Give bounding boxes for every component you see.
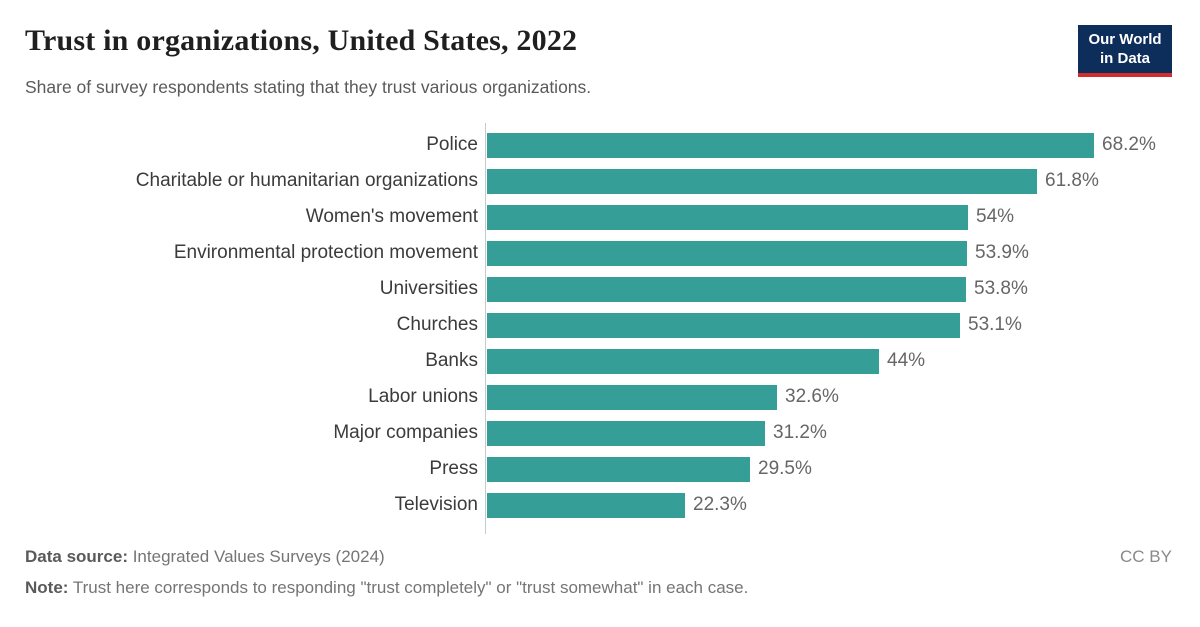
bar-label: Universities bbox=[379, 278, 478, 299]
y-axis-line bbox=[485, 123, 486, 534]
owid-logo-line2: in Data bbox=[1099, 50, 1150, 67]
bar-value: 29.5% bbox=[758, 458, 812, 479]
data-source-text: Integrated Values Surveys (2024) bbox=[127, 547, 385, 566]
bar-value: 68.2% bbox=[1102, 134, 1156, 155]
bar-label: Major companies bbox=[333, 422, 478, 443]
bar-value: 22.3% bbox=[693, 494, 747, 515]
bar-row: Television 22.3% bbox=[25, 487, 1156, 523]
bar-row: Charitable or humanitarian organizations… bbox=[25, 163, 1156, 199]
bar-label: Police bbox=[426, 134, 478, 155]
bar-row: Press 29.5% bbox=[25, 451, 1156, 487]
owid-logo-line1: Our World bbox=[1088, 31, 1162, 48]
bar[interactable] bbox=[487, 168, 1037, 194]
chart-subtitle: Share of survey respondents stating that… bbox=[25, 77, 592, 97]
bar-value: 44% bbox=[887, 350, 926, 371]
note-label: Note: bbox=[25, 578, 69, 597]
data-source-label: Data source: bbox=[25, 547, 128, 566]
bar-label: Charitable or humanitarian organizations bbox=[135, 170, 478, 191]
chart-footer: Data source: Integrated Values Surveys (… bbox=[25, 547, 1172, 598]
bar-value: 53.8% bbox=[974, 278, 1028, 299]
bar[interactable] bbox=[487, 456, 750, 482]
bar[interactable] bbox=[487, 348, 879, 374]
bar-label: Environmental protection movement bbox=[173, 242, 478, 263]
bar-label: Churches bbox=[396, 314, 478, 335]
bar-row: Women's movement 54% bbox=[25, 199, 1156, 235]
page-title: Trust in organizations, United States, 2… bbox=[25, 24, 578, 57]
bar[interactable] bbox=[487, 132, 1094, 158]
bar-value: 61.8% bbox=[1045, 170, 1099, 191]
bar-row: Churches 53.1% bbox=[25, 307, 1156, 343]
bar-row: Universities 53.8% bbox=[25, 271, 1156, 307]
bar[interactable] bbox=[487, 204, 968, 230]
bar-label: Television bbox=[394, 494, 478, 515]
bar-label: Press bbox=[429, 458, 478, 479]
bar[interactable] bbox=[487, 420, 765, 446]
bar-value: 54% bbox=[976, 206, 1015, 227]
owid-logo[interactable]: Our World in Data bbox=[1078, 25, 1172, 77]
note-text: Trust here corresponds to responding "tr… bbox=[68, 578, 749, 597]
bar-label: Banks bbox=[425, 350, 478, 371]
bar-label: Labor unions bbox=[368, 386, 478, 407]
bar-chart: Police 68.2% Charitable or humanitarian … bbox=[25, 127, 1156, 523]
bar-row: Labor unions 32.6% bbox=[25, 379, 1156, 415]
license-link[interactable]: CC BY bbox=[1120, 547, 1172, 566]
bar-value: 31.2% bbox=[773, 422, 827, 443]
bar-row: Banks 44% bbox=[25, 343, 1156, 379]
note-line: Note: Trust here corresponds to respondi… bbox=[25, 578, 1172, 598]
bar-value: 53.9% bbox=[975, 242, 1029, 263]
bar[interactable] bbox=[487, 384, 777, 410]
bar[interactable] bbox=[487, 276, 966, 302]
bar-value: 53.1% bbox=[968, 314, 1022, 335]
bar[interactable] bbox=[487, 492, 685, 518]
bar-value: 32.6% bbox=[785, 386, 839, 407]
bar-row: Police 68.2% bbox=[25, 127, 1156, 163]
data-source-line: Data source: Integrated Values Surveys (… bbox=[25, 547, 385, 567]
bar[interactable] bbox=[487, 312, 960, 338]
bar-row: Major companies 31.2% bbox=[25, 415, 1156, 451]
bar[interactable] bbox=[487, 240, 967, 266]
bar-label: Women's movement bbox=[305, 206, 478, 227]
bar-row: Environmental protection movement 53.9% bbox=[25, 235, 1156, 271]
